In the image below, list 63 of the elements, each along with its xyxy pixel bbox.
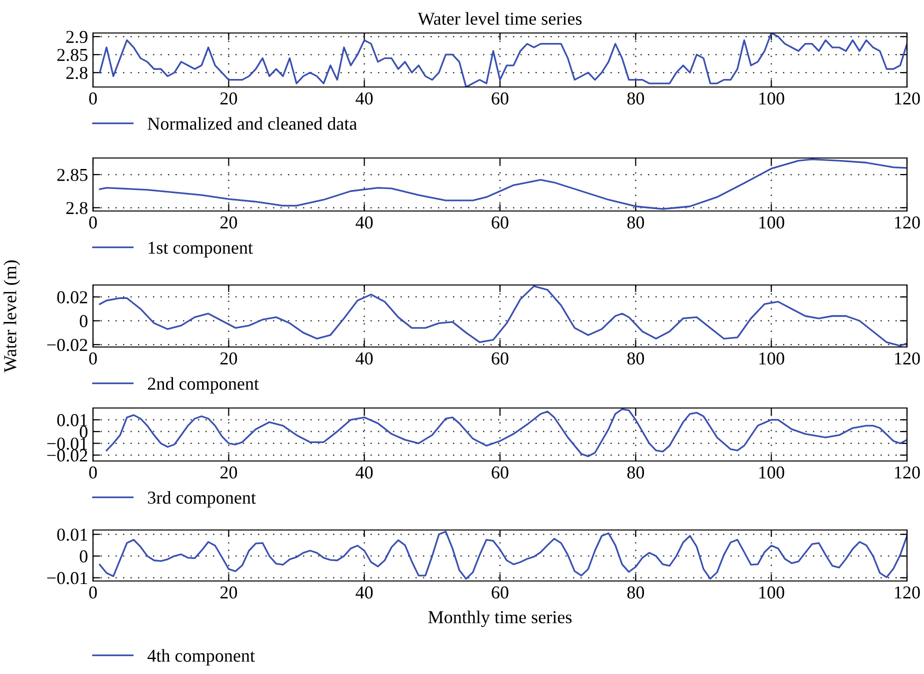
y-tick-label: 0.01 [57,528,88,541]
y-tick-label: 0 [80,426,88,438]
y-tick-label: 0.02 [57,291,88,304]
x-tick-label: 60 [492,92,508,105]
y-tick-label: 0 [80,550,88,562]
x-tick-label: 20 [220,216,238,229]
x-tick-label: 100 [759,466,784,479]
x-tick-label: 20 [220,586,238,599]
x-tick-label: 0 [89,586,97,599]
y-tick-label: 0.01 [57,414,88,426]
legend-label: 2nd component [148,377,259,394]
x-tick-label: 120 [895,352,920,365]
x-tick-label: 120 [895,92,920,105]
line-series [98,285,907,347]
x-tick-label: 40 [356,352,373,365]
x-tick-label: 60 [492,466,508,479]
x-tick-label: 100 [759,92,784,105]
x-tick-label: 120 [895,216,920,229]
legend-label: Normalized and cleaned data [148,117,357,130]
x-tick-label: 20 [220,466,238,479]
line-series [98,158,907,210]
x-tick-label: 0 [89,352,97,365]
y-tick-label: 2.85 [57,168,88,182]
x-tick-label: 40 [356,92,373,105]
line-series [98,33,907,87]
x-tick-label: 120 [895,466,920,479]
x-tick-label: 100 [759,586,784,599]
y-tick-label: 2.85 [57,48,88,62]
x-tick-label: 80 [627,586,644,599]
x-tick-label: 80 [627,216,644,229]
y-tick-label: 2.8 [66,66,88,80]
x-tick-label: 20 [220,352,238,365]
x-tick-label: 40 [356,466,373,479]
y-tick-label: −0.02 [47,449,88,462]
line-series [106,408,907,458]
x-tick-label: 120 [895,586,920,599]
x-tick-label: 0 [89,92,97,105]
chart-title: Water level time series [418,12,582,25]
x-tick-label: 80 [627,92,644,105]
legend-label: 1st component [148,242,253,258]
x-tick-label: 100 [759,352,784,365]
y-tick-label: 2.8 [66,202,88,214]
y-tick-label: 0 [80,315,88,328]
y-tick-label: 2.9 [66,30,88,44]
y-tick-label: −0.02 [47,338,88,352]
x-tick-label: 60 [492,352,508,365]
x-tick-label: 60 [492,216,508,229]
x-tick-label: 60 [492,586,508,599]
x-tick-label: 40 [356,216,373,229]
legend-label: 4th component [148,649,255,666]
line-series [98,530,907,580]
x-tick-label: 20 [220,92,238,105]
y-axis-title: Water level (m) [4,260,20,372]
x-tick-label: 40 [356,586,373,599]
y-tick-label: −0.01 [47,438,88,450]
x-tick-label: 0 [89,216,97,229]
x-axis-title: Monthly time series [428,610,572,627]
legend-label: 3rd component [148,491,256,508]
x-tick-label: 0 [89,466,97,479]
x-tick-label: 80 [627,352,644,365]
y-tick-label: −0.01 [47,572,88,584]
x-tick-label: 100 [759,216,784,229]
x-tick-label: 80 [627,466,644,479]
